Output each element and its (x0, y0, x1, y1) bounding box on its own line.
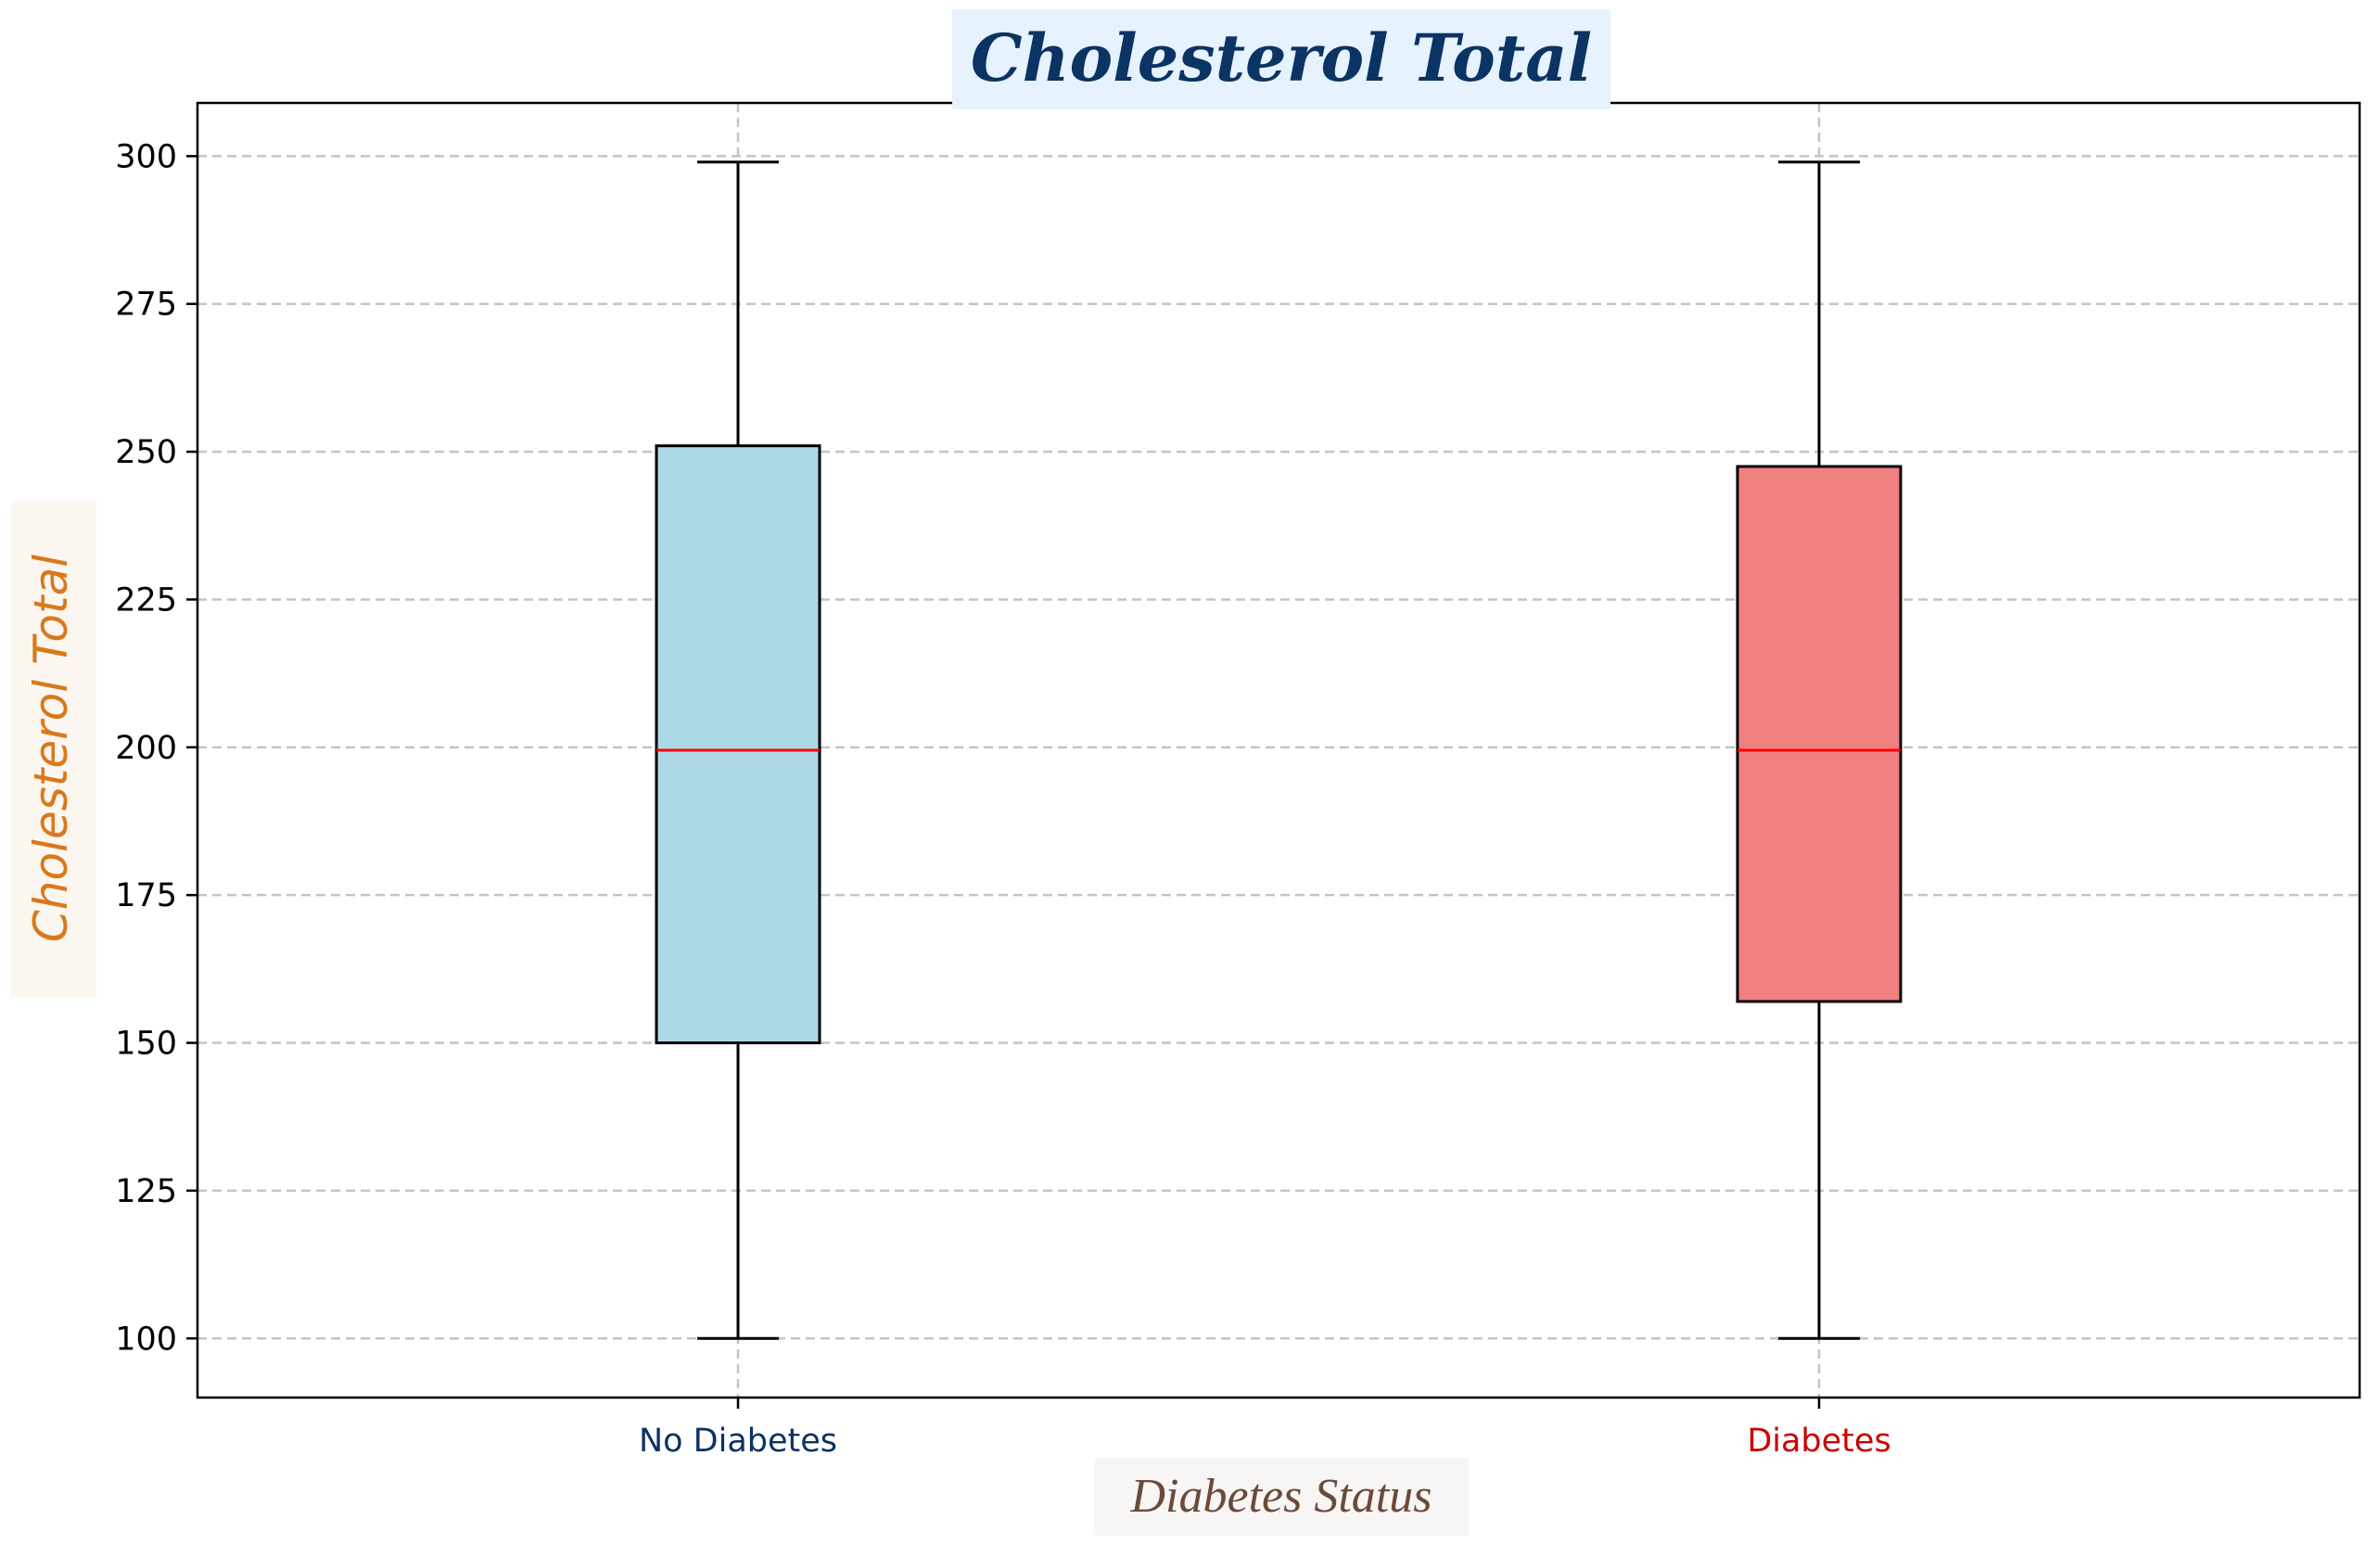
grid-lines (197, 103, 2360, 1398)
y-tick-label: 300 (115, 138, 177, 175)
y-tick-label: 275 (115, 287, 177, 324)
ylabel-background (11, 501, 96, 997)
iqr-box (655, 444, 821, 1045)
x-tick-label: No Diabetes (639, 1423, 837, 1460)
y-tick-label: 225 (115, 581, 177, 619)
x-axis-label: Diabetes Status (1130, 1470, 1432, 1523)
y-tick-label: 200 (115, 730, 177, 767)
axis-ticks: 100 125 150 175 200 225 250 275 300 No Diabetes Di… (115, 138, 1891, 1460)
y-tick-label: 150 (115, 1026, 177, 1063)
xlabel-background (1094, 1458, 1469, 1536)
iqr-box (1736, 465, 1903, 1003)
plot-frame (196, 101, 2361, 1399)
y-tick-label: 175 (115, 877, 177, 914)
boxes (655, 160, 1903, 1340)
x-tick-label: Diabetes (1747, 1423, 1890, 1460)
box-1 (655, 160, 821, 1340)
chart-title: Cholesterol Total (971, 19, 1592, 96)
box-2 (1736, 160, 1903, 1340)
y-tick-label: 100 (115, 1321, 177, 1358)
title-background (952, 9, 1610, 109)
y-axis-label: Cholesterol Total (24, 555, 78, 942)
y-tick-label: 125 (115, 1173, 177, 1210)
y-tick-label: 250 (115, 434, 177, 471)
